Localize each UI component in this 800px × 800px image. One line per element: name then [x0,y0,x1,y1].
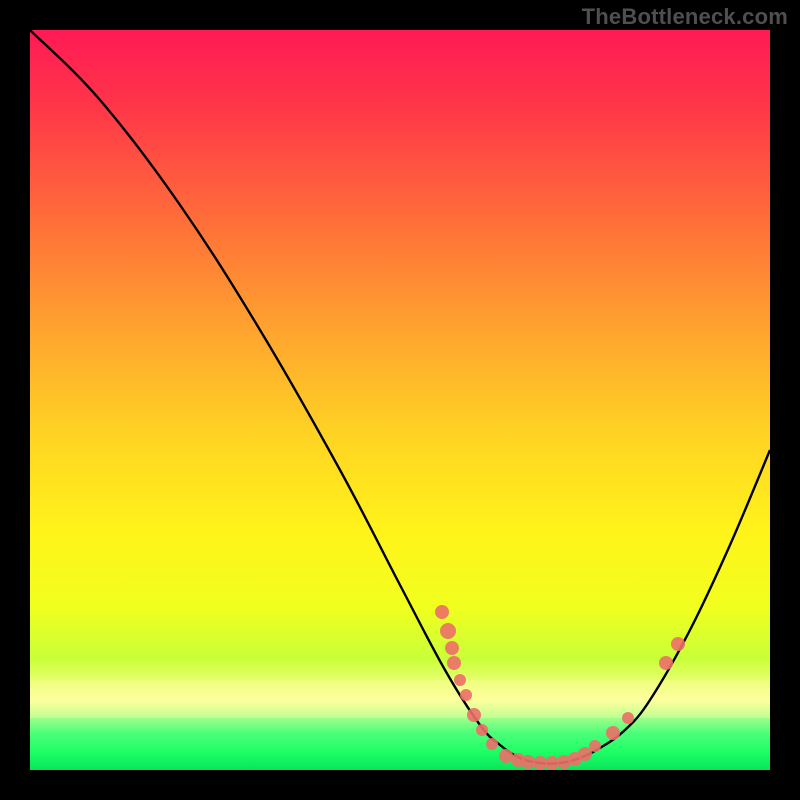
curve-marker [533,756,547,770]
curve-marker [659,656,673,670]
curve-marker [499,749,513,763]
curve-marker [447,656,461,670]
plot-area [30,30,770,770]
curve-marker [467,708,481,722]
curve-marker [606,726,620,740]
curve-marker [521,755,535,769]
chart-frame: TheBottleneck.com [0,0,800,800]
curve-marker [460,689,472,701]
gradient-background [30,30,770,770]
curve-marker [589,740,601,752]
curve-marker [671,637,685,651]
curve-marker [454,674,466,686]
curve-marker [622,712,634,724]
curve-marker [440,623,456,639]
curve-marker [445,641,459,655]
watermark-text: TheBottleneck.com [582,4,788,30]
plot-svg [30,30,770,770]
curve-marker [476,724,488,736]
curve-marker [486,738,498,750]
curve-marker [545,756,559,770]
curve-marker [435,605,449,619]
